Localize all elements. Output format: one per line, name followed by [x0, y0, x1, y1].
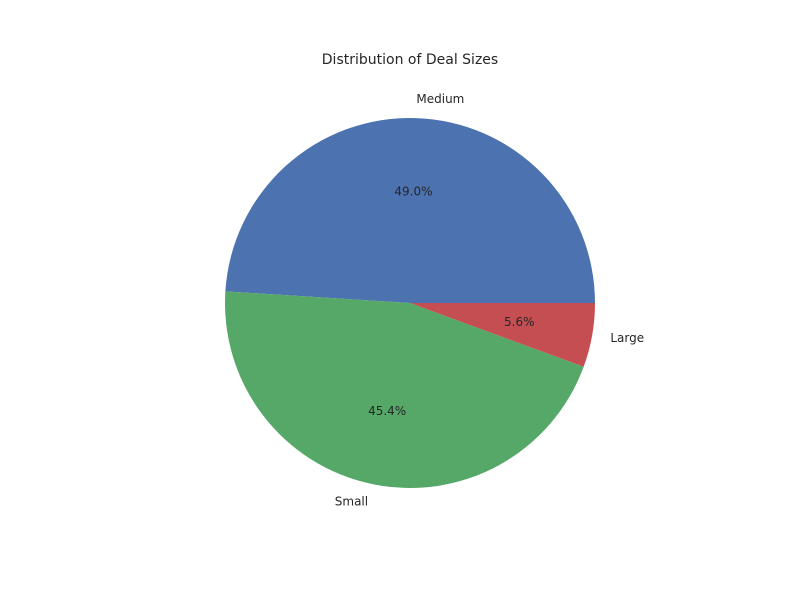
slice-label-medium: Medium — [416, 92, 464, 106]
slice-percent-medium: 49.0% — [394, 185, 432, 199]
slice-percent-small: 45.4% — [368, 404, 406, 418]
pie-slice-small — [225, 291, 584, 489]
slice-percent-large: 5.6% — [504, 315, 535, 329]
pie-slice-medium — [225, 117, 595, 304]
slice-label-small: Small — [335, 495, 368, 509]
pie-slices — [225, 117, 595, 489]
chart-title: Distribution of Deal Sizes — [322, 52, 498, 68]
pie-labels: Medium 49.0% Small 45.4% Large 5.6% — [335, 92, 644, 509]
slice-label-large: Large — [610, 331, 644, 345]
pie-slice-large — [410, 303, 595, 367]
